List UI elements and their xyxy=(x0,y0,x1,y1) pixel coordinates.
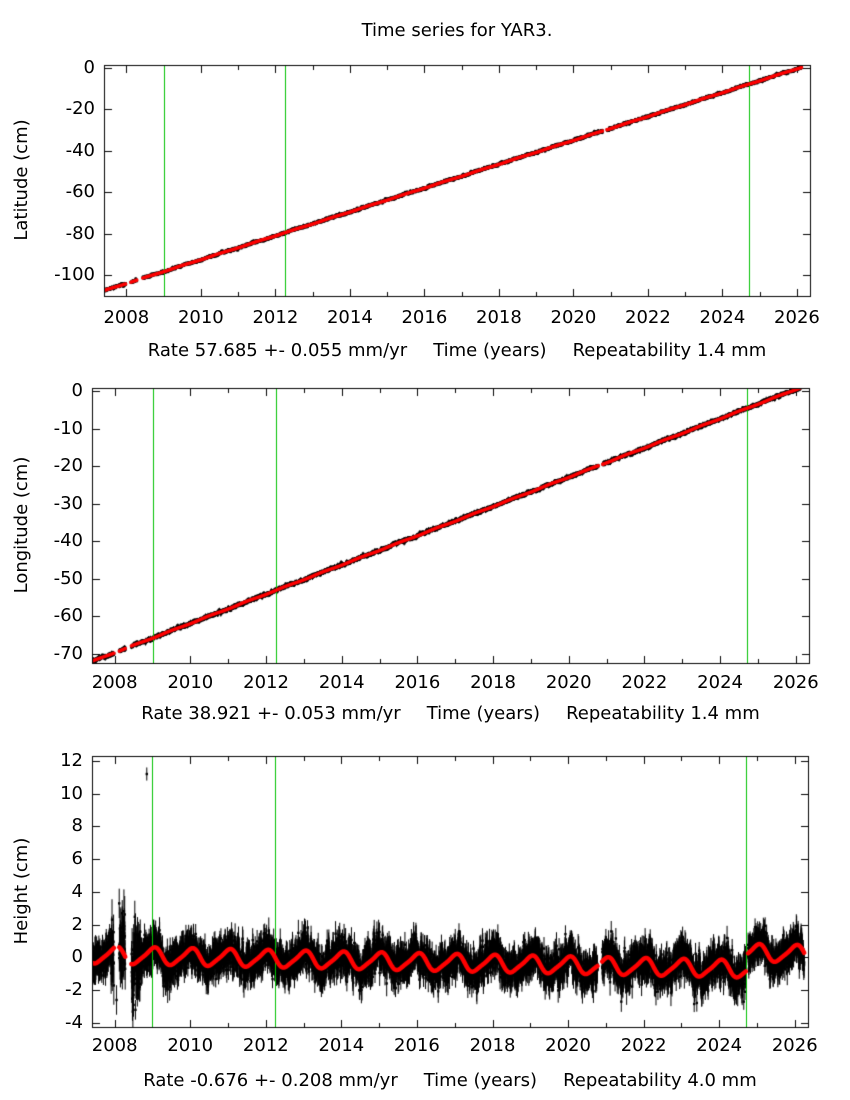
x-tick-label: 2016 xyxy=(394,672,441,693)
y-tick-label: -60 xyxy=(53,605,83,627)
y-tick-label: -40 xyxy=(53,530,83,552)
x-tick-label: 2026 xyxy=(772,672,819,693)
x-axis-title-longitude: Time (years) xyxy=(426,703,541,724)
x-tick-label: 2024 xyxy=(699,307,746,328)
y-tick-label: -50 xyxy=(53,567,83,589)
x-tick-label: 2010 xyxy=(167,1035,214,1056)
y-tick-label: 0 xyxy=(83,57,95,79)
y-tick-label: -40 xyxy=(65,139,95,161)
x-axis-title-latitude: Time (years) xyxy=(433,340,547,361)
repeatability-label-latitude: Repeatability 1.4 mm xyxy=(572,340,767,361)
rate-label-latitude: Rate 57.685 +- 0.055 mm/yr xyxy=(147,340,408,361)
x-tick-label: 2026 xyxy=(771,1035,818,1056)
y-tick-label: -20 xyxy=(65,98,95,120)
x-tick-label: 2010 xyxy=(167,672,214,693)
x-tick-label: 2016 xyxy=(394,1035,440,1056)
footer-height: Rate -0.676 +- 0.208 mm/yr Time (years) … xyxy=(92,1070,808,1091)
y-tick-label: -80 xyxy=(65,222,95,244)
x-tick-label: 2012 xyxy=(252,307,299,328)
x-tick-label: 2018 xyxy=(476,307,522,328)
x-tick-label: 2014 xyxy=(318,672,365,693)
x-tick-label: 2024 xyxy=(696,1035,743,1056)
y-tick-label: -70 xyxy=(53,642,83,664)
y-tick-label: -20 xyxy=(53,455,83,477)
x-tick-label: 2016 xyxy=(401,307,448,328)
page-title: Time series for YAR3. xyxy=(361,20,553,41)
x-axis-title-height: Time (years) xyxy=(423,1070,538,1091)
x-tick-label: 2026 xyxy=(774,307,820,328)
x-tick-label: 2022 xyxy=(621,672,668,693)
x-tick-label: 2018 xyxy=(470,672,516,693)
x-tick-label: 2014 xyxy=(326,307,373,328)
rate-label-longitude: Rate 38.921 +- 0.053 mm/yr xyxy=(141,703,401,724)
y-tick-label: -10 xyxy=(53,417,83,439)
x-tick-label: 2022 xyxy=(620,1035,667,1056)
y-tick-label: 8 xyxy=(71,815,83,837)
y-tick-label: -4 xyxy=(65,1011,83,1033)
x-tick-label: 2018 xyxy=(469,1035,516,1056)
y-tick-label: 6 xyxy=(71,848,83,870)
x-tick-label: 2008 xyxy=(103,307,150,328)
y-tick-label: -100 xyxy=(54,263,95,285)
x-tick-label: 2020 xyxy=(550,307,597,328)
repeatability-label-longitude: Repeatability 1.4 mm xyxy=(566,703,760,724)
rate-label-height: Rate -0.676 +- 0.208 mm/yr xyxy=(143,1070,398,1091)
footer-longitude: Rate 38.921 +- 0.053 mm/yr Time (years) … xyxy=(92,703,809,724)
x-tick-label: 2010 xyxy=(177,307,224,328)
y-tick-label: -60 xyxy=(65,181,95,203)
y-tick-label: 10 xyxy=(60,782,83,804)
x-tick-label: 2012 xyxy=(243,672,289,693)
x-tick-label: 2008 xyxy=(91,672,138,693)
x-tick-label: 2008 xyxy=(91,1035,138,1056)
y-tick-label: 0 xyxy=(71,946,83,968)
y-tick-label: 12 xyxy=(60,749,83,771)
repeatability-label-height: Repeatability 4.0 mm xyxy=(563,1070,757,1091)
y-tick-label: -30 xyxy=(53,492,83,514)
x-tick-label: 2020 xyxy=(545,1035,591,1056)
y-tick-label: 0 xyxy=(71,380,83,401)
y-tick-label: -2 xyxy=(65,979,83,1001)
x-tick-label: 2014 xyxy=(318,1035,365,1056)
y-tick-label: 2 xyxy=(71,913,83,935)
x-tick-label: 2020 xyxy=(545,672,592,693)
x-tick-label: 2012 xyxy=(242,1035,289,1056)
x-tick-label: 2024 xyxy=(697,672,743,693)
footer-latitude: Rate 57.685 +- 0.055 mm/yr Time (years) … xyxy=(104,340,810,361)
x-tick-label: 2022 xyxy=(625,307,671,328)
y-tick-label: 4 xyxy=(71,880,83,902)
